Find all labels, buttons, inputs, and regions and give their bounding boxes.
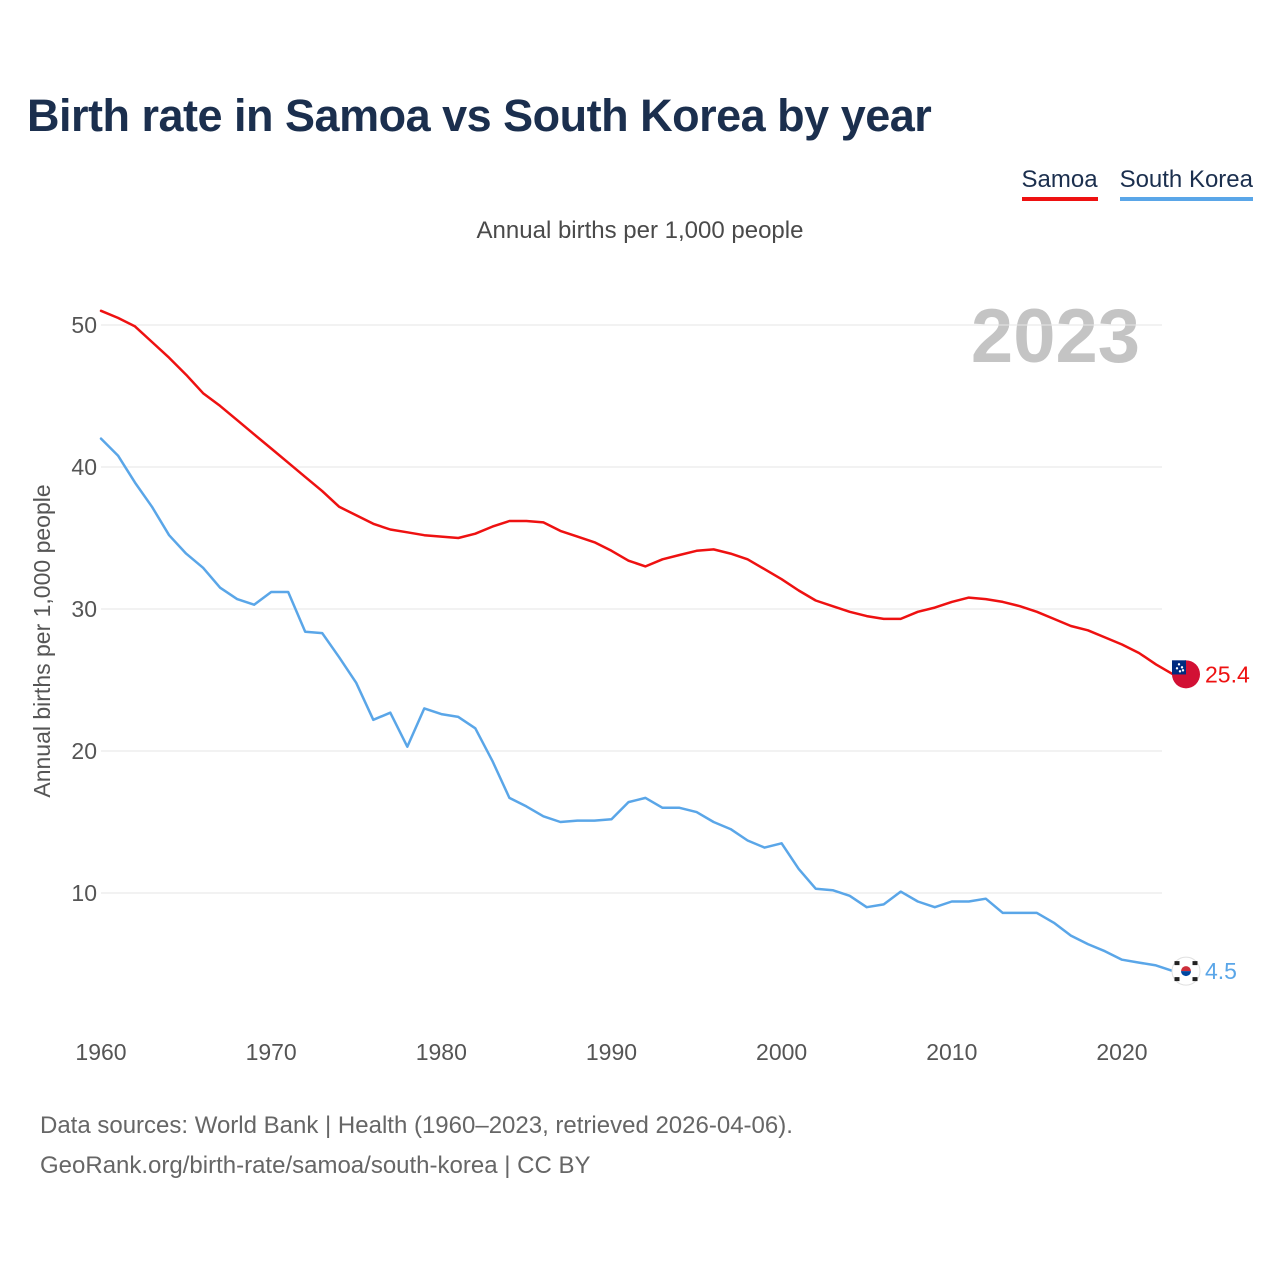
x-tick-label: 1960: [75, 1039, 126, 1065]
south-korea-flag-icon: [1171, 956, 1201, 986]
year-watermark: 2023: [971, 294, 1140, 379]
y-tick-label: 20: [71, 738, 97, 764]
chart-subtitle: Annual births per 1,000 people: [476, 217, 804, 244]
footer: Data sources: World Bank | Health (1960–…: [40, 1106, 793, 1186]
end-value-label-south-korea: 4.5: [1205, 958, 1237, 984]
x-tick-label: 2010: [926, 1039, 977, 1065]
x-tick-label: 2020: [1096, 1039, 1147, 1065]
series-line-samoa: [99, 309, 1175, 676]
x-tick-label: 1970: [246, 1039, 297, 1065]
legend-item-samoa[interactable]: Samoa: [1021, 166, 1098, 201]
page-title: Birth rate in Samoa vs South Korea by ye…: [27, 90, 932, 141]
credit-link[interactable]: GeoRank.org/birth-rate/samoa/south-korea…: [40, 1152, 591, 1179]
legend: Samoa South Korea: [1021, 166, 1253, 201]
y-tick-label: 10: [71, 880, 97, 906]
y-axis-label: Annual births per 1,000 people: [29, 484, 55, 797]
data-source-note: Data sources: World Bank | Health (1960–…: [40, 1112, 793, 1139]
x-tick-label: 1990: [586, 1039, 637, 1065]
series-line-south-korea: [99, 437, 1175, 973]
legend-item-south-korea[interactable]: South Korea: [1119, 166, 1253, 201]
y-tick-label: 50: [71, 312, 97, 338]
x-tick-label: 2000: [756, 1039, 807, 1065]
end-value-label-samoa: 25.4: [1205, 661, 1250, 687]
x-tick-label: 1980: [416, 1039, 467, 1065]
y-tick-label: 40: [71, 454, 97, 480]
samoa-flag-icon: [1172, 660, 1200, 689]
y-tick-label: 30: [71, 596, 97, 622]
